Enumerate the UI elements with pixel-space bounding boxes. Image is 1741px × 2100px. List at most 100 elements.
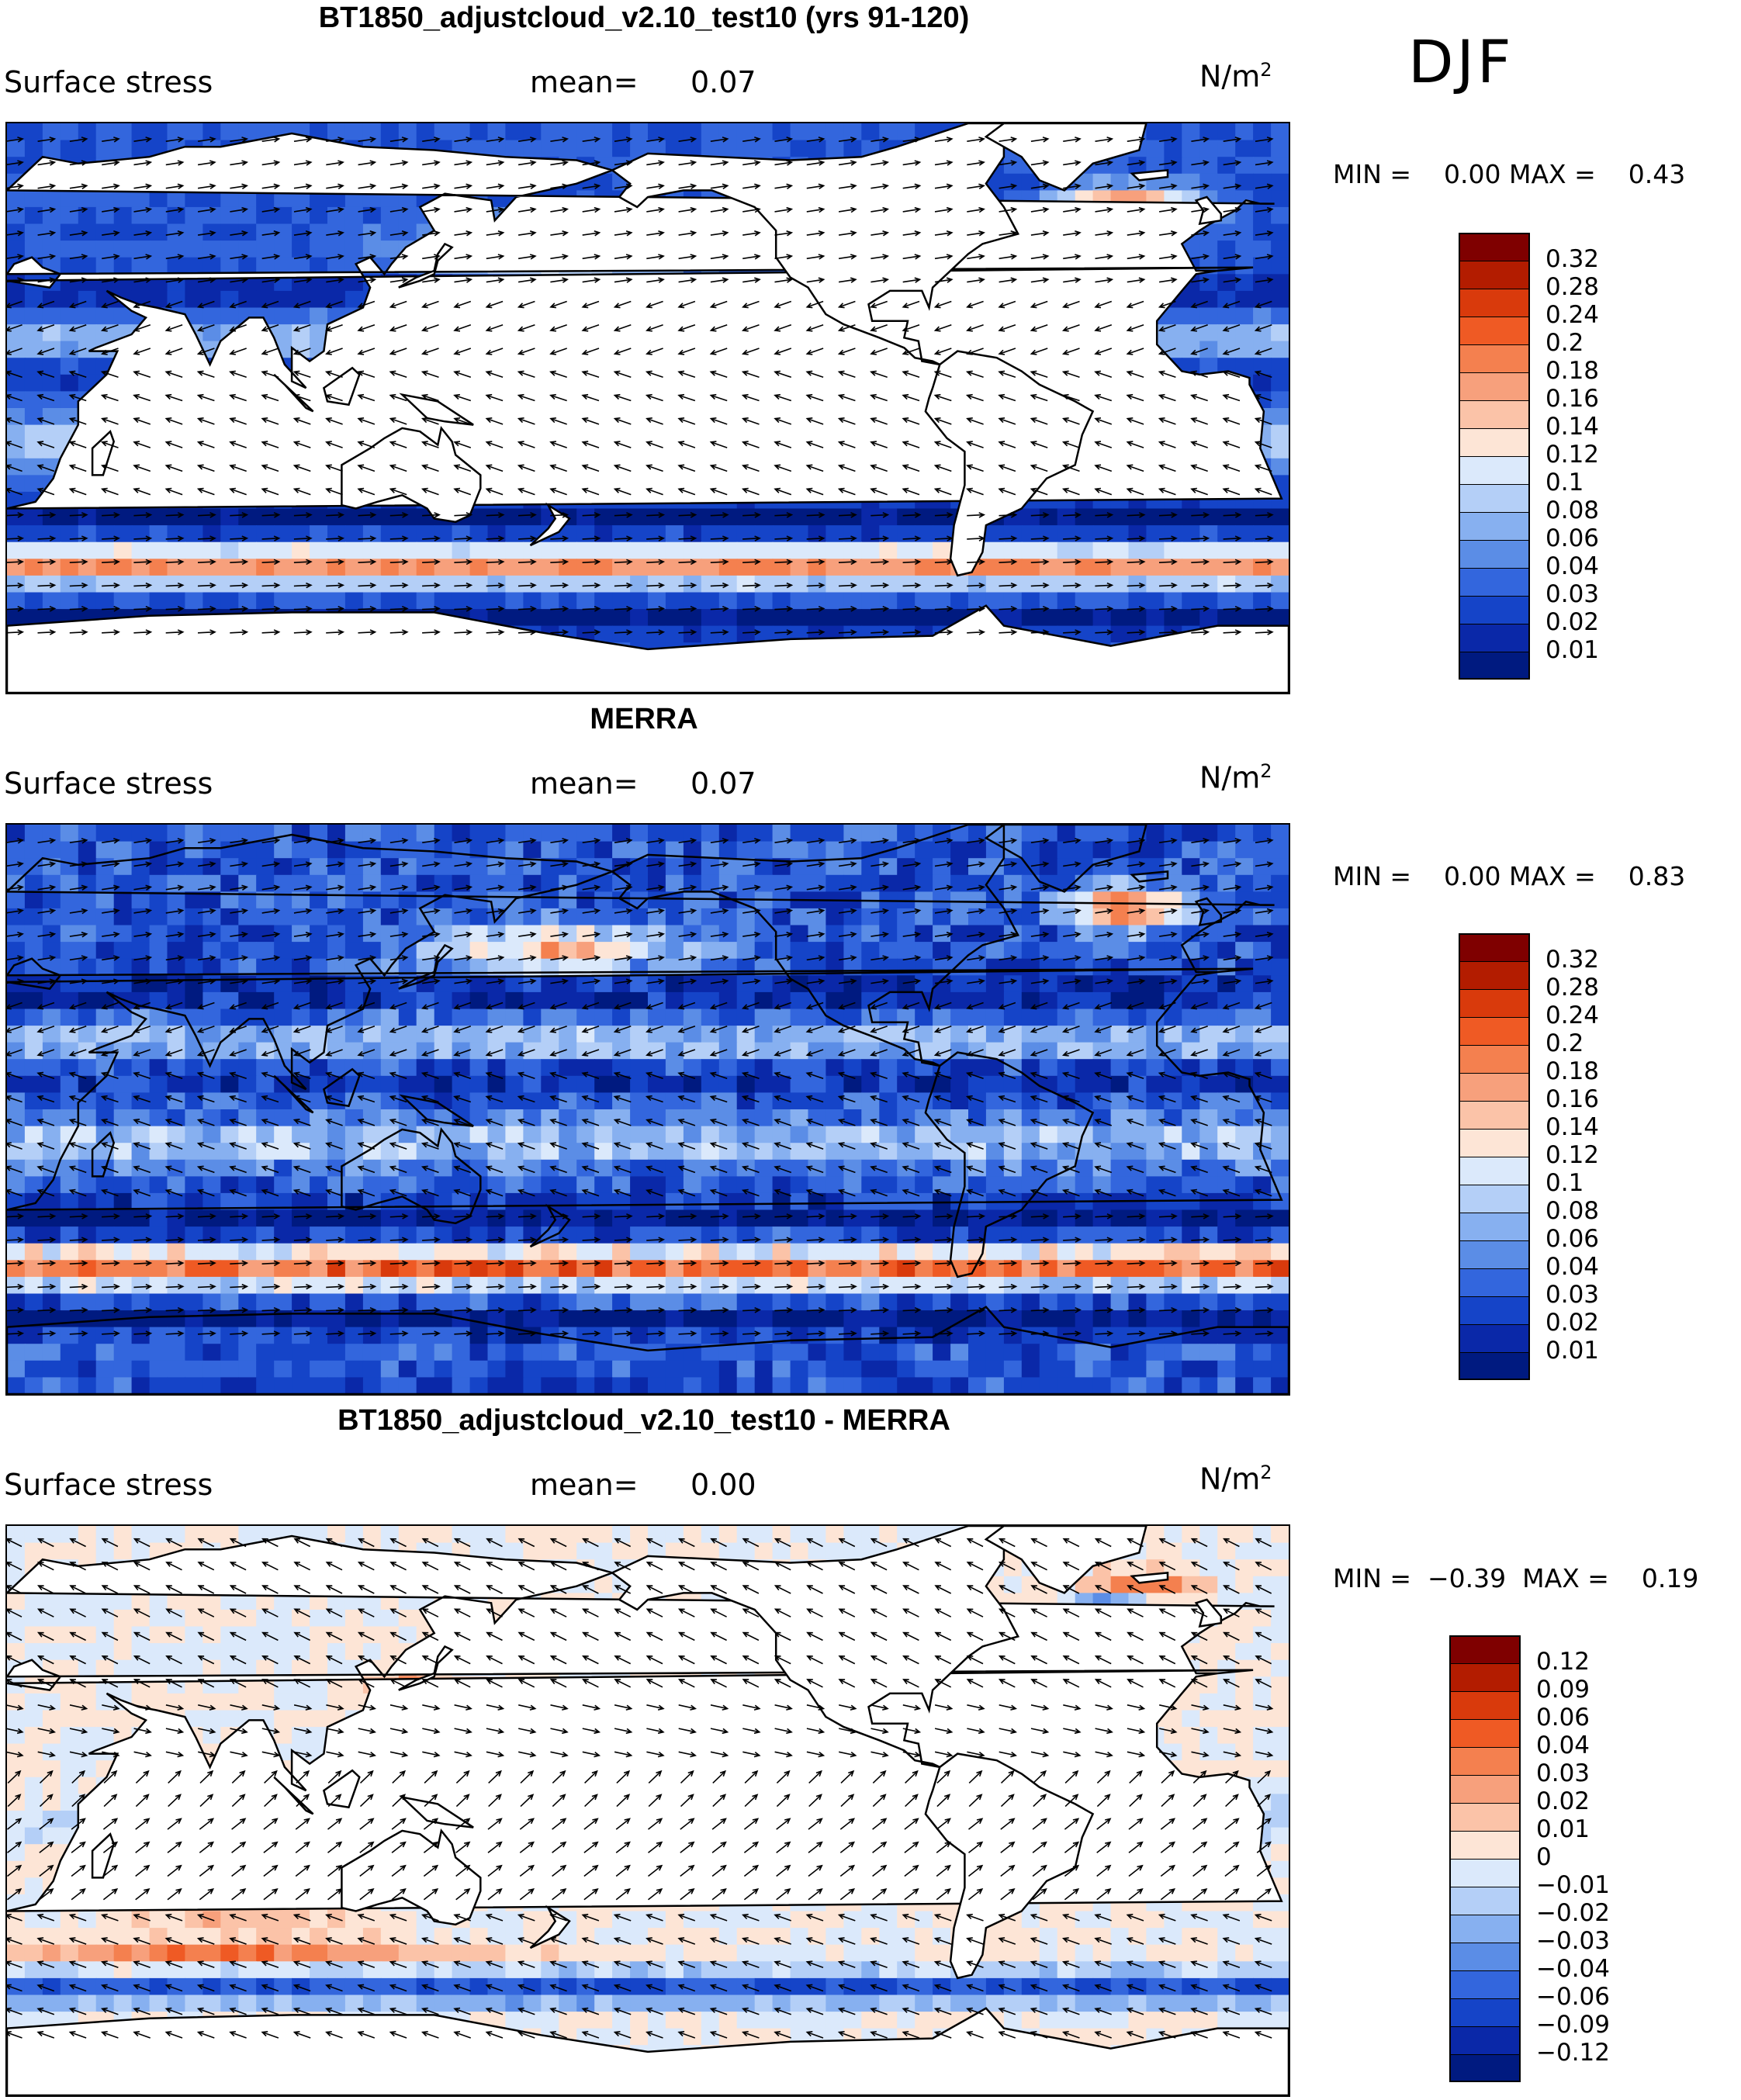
colorbar-tick-label: 0 (1536, 1843, 1552, 1871)
colorbar-swatch (1459, 456, 1530, 484)
colorbar-tick-label: 0.32 (1545, 245, 1600, 273)
colorbar-swatch (1459, 596, 1530, 624)
colorbar-swatch (1449, 1831, 1521, 1859)
colorbar-tick-label: 0.08 (1545, 496, 1600, 524)
panel3-mean-value: 0.00 (691, 1468, 756, 1502)
colorbar-tick-label: 0.09 (1536, 1676, 1590, 1704)
landmass-australia (341, 426, 482, 524)
colorbar-tick-label: 0.02 (1545, 1309, 1600, 1337)
landmass-antarctica (7, 604, 1289, 693)
panel2-mean-value: 0.07 (691, 766, 756, 801)
colorbar-swatch (1459, 372, 1530, 400)
stress-field (7, 825, 1289, 1394)
colorbar-tick-label: 0.28 (1545, 273, 1600, 301)
colorbar-tick-label: 0.24 (1545, 1002, 1600, 1029)
colorbar-swatch (1449, 1775, 1521, 1803)
landmass-australia (341, 1828, 482, 1926)
colorbar-swatch (1459, 1129, 1530, 1157)
landmass-australia (341, 1127, 482, 1225)
colorbar-swatch (1459, 989, 1530, 1017)
colorbar-swatch (1449, 2026, 1521, 2054)
landmass-borneo (322, 366, 361, 407)
panel1-title: BT1850_adjustcloud_v2.10_test10 (yrs 91-… (318, 2, 970, 34)
landmass-japan (398, 943, 454, 990)
panel2-title: MERRA (590, 703, 698, 735)
colorbar-swatch (1449, 2054, 1521, 2082)
landmass-sumatra (273, 373, 314, 413)
colorbar-swatch (1459, 1324, 1530, 1352)
colorbar-tick-label: 0.03 (1536, 1759, 1590, 1787)
panel2-variable: Surface stress (4, 766, 213, 801)
colorbar-frame (1449, 1635, 1521, 2082)
colorbar-tick-label: 0.18 (1545, 1057, 1600, 1085)
colorbar-frame (1459, 233, 1530, 680)
panel1-mean-label: mean= (530, 65, 639, 99)
colorbar-swatch (1449, 1998, 1521, 2026)
coastlines (7, 123, 1289, 693)
colorbar-tick-label: 0.1 (1545, 1169, 1584, 1197)
landmass-madagascar (91, 1832, 116, 1879)
panel3-variable: Surface stress (4, 1468, 213, 1502)
colorbar-swatch (1459, 1101, 1530, 1129)
colorbar-tick-label: 0.24 (1545, 301, 1600, 329)
panel2-units: N/m2 (1199, 760, 1272, 795)
landmass-newzealand (529, 1203, 571, 1248)
colorbar-tick-label: 0.06 (1536, 1704, 1590, 1732)
panel1-variable: Surface stress (4, 65, 213, 99)
colorbar-swatch (1459, 1017, 1530, 1045)
colorbar-swatch (1459, 317, 1530, 344)
colorbar-tick-label: 0.01 (1545, 636, 1600, 664)
panel3-minmax: MIN = −0.39 MAX = 0.19 (1333, 1563, 1699, 1593)
colorbar-swatch (1449, 1970, 1521, 1998)
stress-vectors (7, 137, 1274, 635)
colorbar-tick-label: 0.12 (1545, 441, 1600, 469)
colorbar-tick-label: −0.04 (1536, 1955, 1610, 1983)
colorbar-swatch (1449, 1859, 1521, 1887)
colorbar-tick-label: 0.06 (1545, 1225, 1600, 1253)
colorbar-swatch (1459, 1268, 1530, 1296)
colorbar-tick-label: 0.16 (1545, 385, 1600, 413)
colorbar-tick-label: 0.14 (1545, 1113, 1600, 1141)
colorbar-swatch (1459, 540, 1530, 568)
colorbar-swatch (1459, 484, 1530, 512)
colorbar-tick-label: 0.12 (1536, 1648, 1590, 1676)
colorbar-tick-label: 0.04 (1545, 552, 1600, 580)
panel1-units: N/m2 (1199, 59, 1272, 94)
colorbar-swatch (1449, 1691, 1521, 1719)
colorbar-swatch (1459, 512, 1530, 540)
colorbar-tick-label: 0.02 (1536, 1787, 1590, 1815)
colorbar-swatch (1459, 1213, 1530, 1240)
colorbar-swatch (1459, 624, 1530, 652)
colorbar-tick-label: −0.09 (1536, 2011, 1610, 2039)
panel1-minmax: MIN = 0.00 MAX = 0.43 (1333, 159, 1686, 189)
colorbar-swatch (1459, 261, 1530, 289)
panel3-title: BT1850_adjustcloud_v2.10_test10 - MERRA (337, 1404, 950, 1437)
panel3-map-canvas (7, 1526, 1289, 2095)
colorbar-tick-label: 0.01 (1545, 1337, 1600, 1365)
colorbar-tick-label: 0.2 (1545, 329, 1584, 357)
landmass-britain (1194, 1598, 1223, 1628)
colorbar-tick-label: −0.03 (1536, 1927, 1610, 1955)
colorbar-swatch (1459, 1045, 1530, 1073)
panel1-map (5, 122, 1290, 694)
colorbar-tick-label: 0.02 (1545, 608, 1600, 636)
landmass-greenland (984, 825, 1147, 893)
colorbar-swatch (1449, 1747, 1521, 1775)
colorbar-tick-label: 0.1 (1545, 469, 1584, 496)
landmass-southAmerica (924, 1752, 1095, 1980)
colorbar-swatch (1459, 961, 1530, 989)
colorbar-swatch (1459, 1073, 1530, 1101)
colorbar-swatch (1459, 289, 1530, 317)
landmass-madagascar (91, 1130, 116, 1178)
panel1-mean-value: 0.07 (691, 65, 756, 99)
landmass-iceland (1130, 870, 1169, 883)
colorbar-swatch (1449, 1943, 1521, 1970)
colorbar-tick-label: 0.12 (1545, 1141, 1600, 1169)
colorbar-tick-label: 0.04 (1545, 1253, 1600, 1281)
colorbar-swatch (1459, 1240, 1530, 1268)
season-label: DJF (1408, 27, 1514, 96)
stress-vectors (7, 1538, 1274, 2039)
landmass-iceland (1130, 1572, 1169, 1584)
colorbar-tick-label: −0.02 (1536, 1899, 1610, 1927)
colorbar-swatch (1459, 400, 1530, 428)
